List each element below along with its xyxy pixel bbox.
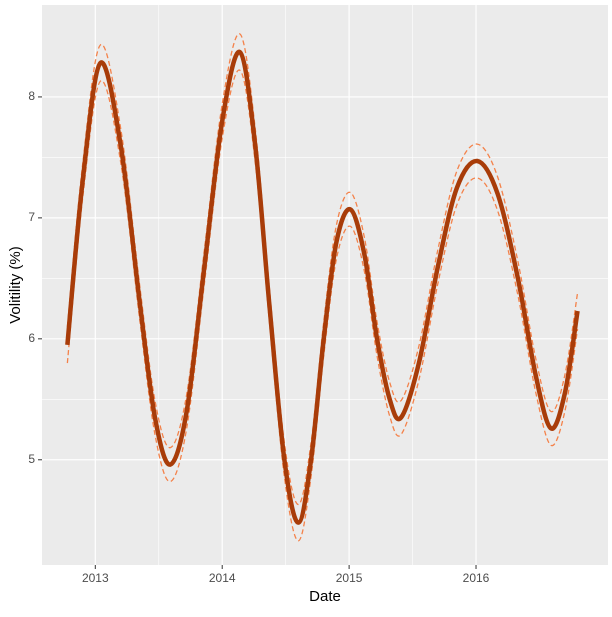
panel: [42, 5, 608, 565]
x-axis-title: Date: [309, 588, 341, 605]
x-tick-label: 2015: [336, 571, 363, 585]
y-tick-label: 6: [28, 331, 35, 345]
series-line: [66, 69, 579, 542]
y-tick-label: 8: [28, 89, 35, 103]
x-tick-label: 2013: [82, 571, 109, 585]
series-line: [65, 49, 580, 525]
x-tick-label: 2014: [209, 571, 236, 585]
y-tick-label: 5: [28, 452, 35, 466]
y-axis-title: Volitility (%): [7, 246, 24, 324]
x-tick-label: 2016: [463, 571, 490, 585]
y-tick-label: 7: [28, 210, 35, 224]
